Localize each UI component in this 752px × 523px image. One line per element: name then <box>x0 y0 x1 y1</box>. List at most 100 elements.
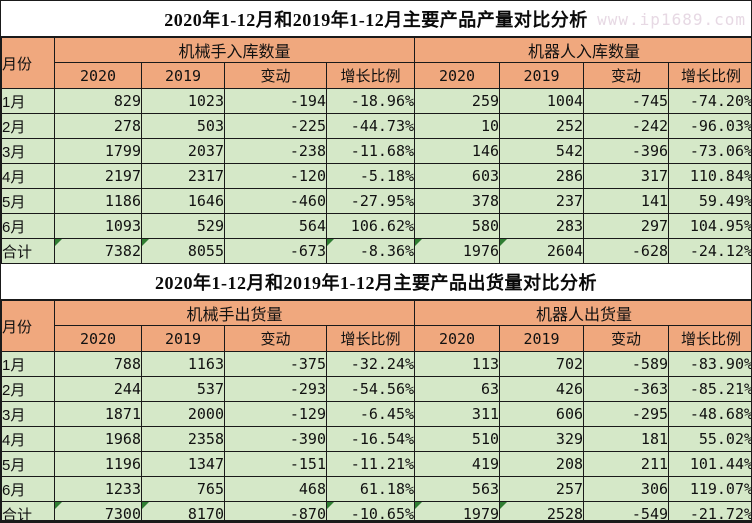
shipment-comparison-table: 月份 机械手出货量 机器人出货量 2020 2019 变动 增长比例 2020 … <box>1 300 751 520</box>
data-row: 6月 1233 765 468 61.18% 563 257 306 119.07% <box>1 476 751 502</box>
value-cell: -120 <box>224 163 327 189</box>
value-cell: 1347 <box>141 451 225 477</box>
group-header-robot-arm-shipment: 机械手出货量 <box>53 300 416 326</box>
data-row: 1月 829 1023 -194 -18.96% 259 1004 -745 -74.20% <box>1 88 751 114</box>
value-cell: 1976 <box>414 238 501 264</box>
value-cell: -11.21% <box>325 451 416 477</box>
value-cell: -11.68% <box>325 138 416 164</box>
value-cell: -73.06% <box>668 138 751 164</box>
value-cell: 311 <box>414 401 501 427</box>
month-cell: 3月 <box>1 401 55 427</box>
value-cell: -44.73% <box>325 113 416 139</box>
value-cell: 55.02% <box>668 426 751 452</box>
value-cell: 329 <box>499 426 585 452</box>
value-cell: -363 <box>583 376 670 402</box>
column-header-2019: 2019 <box>499 62 585 89</box>
value-cell: 563 <box>414 476 501 502</box>
value-cell: 702 <box>499 351 585 377</box>
value-cell: 2317 <box>141 163 225 189</box>
value-cell: -745 <box>583 88 670 114</box>
column-header-2019: 2019 <box>499 325 585 352</box>
value-cell: -589 <box>583 351 670 377</box>
value-cell: 297 <box>583 213 670 239</box>
value-cell: -83.90% <box>668 351 751 377</box>
value-cell: -10.65% <box>325 501 416 520</box>
month-column-header: 月份 <box>1 300 55 352</box>
sub-header-row: 2020 2019 变动 增长比例 2020 2019 变动 增长比例 <box>2 325 751 352</box>
value-cell: 259 <box>414 88 501 114</box>
month-cell: 6月 <box>1 476 55 502</box>
month-column-header: 月份 <box>1 37 55 89</box>
value-cell: 208 <box>499 451 585 477</box>
shipment-table-body: 1月 788 1163 -375 -32.24% 113 702 -589 -83.90% 2月 2… <box>1 351 751 520</box>
data-row: 4月 1968 2358 -390 -16.54% 510 329 181 55.02% <box>1 426 751 452</box>
value-cell: -295 <box>583 401 670 427</box>
value-cell: 286 <box>499 163 585 189</box>
value-cell: 1093 <box>54 213 142 239</box>
value-cell: 8170 <box>141 501 225 520</box>
value-cell: -396 <box>583 138 670 164</box>
value-cell: 141 <box>583 188 670 214</box>
value-cell: -460 <box>224 188 327 214</box>
column-header-growth-ratio: 增长比例 <box>325 62 416 89</box>
value-cell: 1979 <box>414 501 501 520</box>
value-cell: 106.62% <box>325 213 416 239</box>
value-cell: 788 <box>54 351 142 377</box>
shipment-title-bar: 2020年1-12月和2019年1-12月主要产品出货量对比分析 <box>1 264 751 300</box>
value-cell: 503 <box>141 113 225 139</box>
value-cell: 119.07% <box>668 476 751 502</box>
month-cell: 合计 <box>1 238 55 264</box>
value-cell: -27.95% <box>325 188 416 214</box>
value-cell: 2528 <box>499 501 585 520</box>
month-cell: 4月 <box>1 426 55 452</box>
value-cell: 283 <box>499 213 585 239</box>
value-cell: 529 <box>141 213 225 239</box>
value-cell: -628 <box>583 238 670 264</box>
value-cell: 426 <box>499 376 585 402</box>
value-cell: 468 <box>224 476 327 502</box>
data-row: 5月 1196 1347 -151 -11.21% 419 208 211 101.44% <box>1 451 751 477</box>
value-cell: -8.36% <box>325 238 416 264</box>
value-cell: -85.21% <box>668 376 751 402</box>
value-cell: 146 <box>414 138 501 164</box>
value-cell: 1871 <box>54 401 142 427</box>
month-cell: 1月 <box>1 88 55 114</box>
value-cell: 510 <box>414 426 501 452</box>
value-cell: 1968 <box>54 426 142 452</box>
value-cell: -24.12% <box>668 238 751 264</box>
value-cell: 101.44% <box>668 451 751 477</box>
watermark-text: www.ip1689.com <box>597 10 746 29</box>
month-cell: 2月 <box>1 376 55 402</box>
value-cell: 237 <box>499 188 585 214</box>
value-cell: 7300 <box>54 501 142 520</box>
value-cell: -129 <box>224 401 327 427</box>
value-cell: 606 <box>499 401 585 427</box>
value-cell: 257 <box>499 476 585 502</box>
value-cell: 7382 <box>54 238 142 264</box>
value-cell: 603 <box>414 163 501 189</box>
data-row: 5月 1186 1646 -460 -27.95% 378 237 141 59.49% <box>1 188 751 214</box>
value-cell: -242 <box>583 113 670 139</box>
production-title-bar: 2020年1-12月和2019年1-12月主要产品产量对比分析 www.ip16… <box>1 1 751 37</box>
value-cell: 8055 <box>141 238 225 264</box>
column-header-2020: 2020 <box>414 62 501 89</box>
value-cell: 2000 <box>141 401 225 427</box>
group-header-row: 月份 机械手出货量 机器人出货量 <box>1 300 751 352</box>
value-cell: -54.56% <box>325 376 416 402</box>
group-header-row: 月份 机械手入库数量 机器人入库数量 <box>1 37 751 89</box>
value-cell: 59.49% <box>668 188 751 214</box>
value-cell: 378 <box>414 188 501 214</box>
group-header-robot-inbound: 机器人入库数量 <box>414 37 751 63</box>
value-cell: 10 <box>414 113 501 139</box>
month-cell: 6月 <box>1 213 55 239</box>
data-row: 3月 1871 2000 -129 -6.45% 311 606 -295 -48.68% <box>1 401 751 427</box>
value-cell: 211 <box>583 451 670 477</box>
value-cell: 104.95% <box>668 213 751 239</box>
value-cell: -375 <box>224 351 327 377</box>
sub-header-row: 2020 2019 变动 增长比例 2020 2019 变动 增长比例 <box>2 62 751 89</box>
shipment-section: 2020年1-12月和2019年1-12月主要产品出货量对比分析 月份 机械手出… <box>1 264 751 520</box>
value-cell: -18.96% <box>325 88 416 114</box>
value-cell: 61.18% <box>325 476 416 502</box>
month-cell: 1月 <box>1 351 55 377</box>
